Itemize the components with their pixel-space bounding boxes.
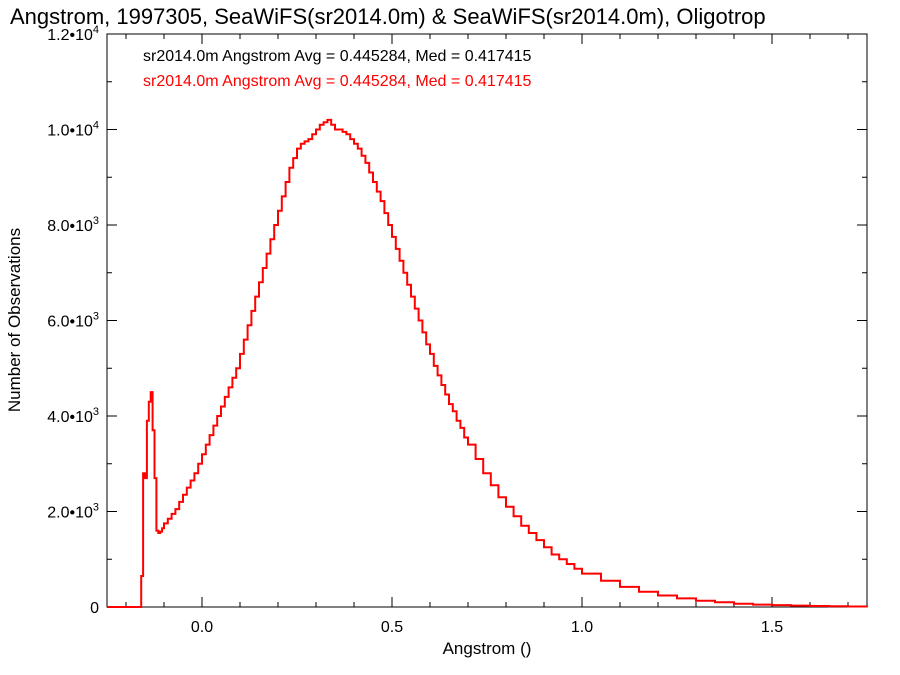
- x-tick-label: 1.5: [761, 619, 783, 636]
- y-tick-label: 1.0•104: [47, 120, 99, 140]
- series-line-1: [107, 118, 868, 608]
- y-tick-label: 6.0•103: [47, 311, 99, 331]
- y-tick-label: 1.2•104: [47, 24, 99, 44]
- x-axis-label: Angstrom (): [443, 639, 532, 658]
- x-tick-label: 1.0: [571, 619, 593, 636]
- legend-entry-2: sr2014.0m Angstrom Avg = 0.445284, Med =…: [143, 73, 532, 90]
- x-tick-label: 0.5: [381, 619, 403, 636]
- series-layer: [107, 118, 868, 608]
- y-tick-label: 4.0•103: [47, 406, 99, 426]
- legend-entry-1: sr2014.0m Angstrom Avg = 0.445284, Med =…: [143, 48, 532, 65]
- y-axis-label: Number of Observations: [5, 228, 24, 412]
- y-tick-label: 0: [90, 600, 99, 617]
- legend: sr2014.0m Angstrom Avg = 0.445284, Med =…: [143, 48, 532, 90]
- chart-title: Angstrom, 1997305, SeaWiFS(sr2014.0m) & …: [10, 4, 766, 29]
- plot-frame: [106, 33, 868, 608]
- y-tick-label: 2.0•103: [47, 502, 99, 522]
- x-tick-label: 0.0: [191, 619, 213, 636]
- y-tick-label: 8.0•103: [47, 215, 99, 235]
- axis-ticks: 0.0 0.5 1.0 1.5 0 2.0•103 4.0•103 6.0•103 8.0•10…: [47, 24, 867, 636]
